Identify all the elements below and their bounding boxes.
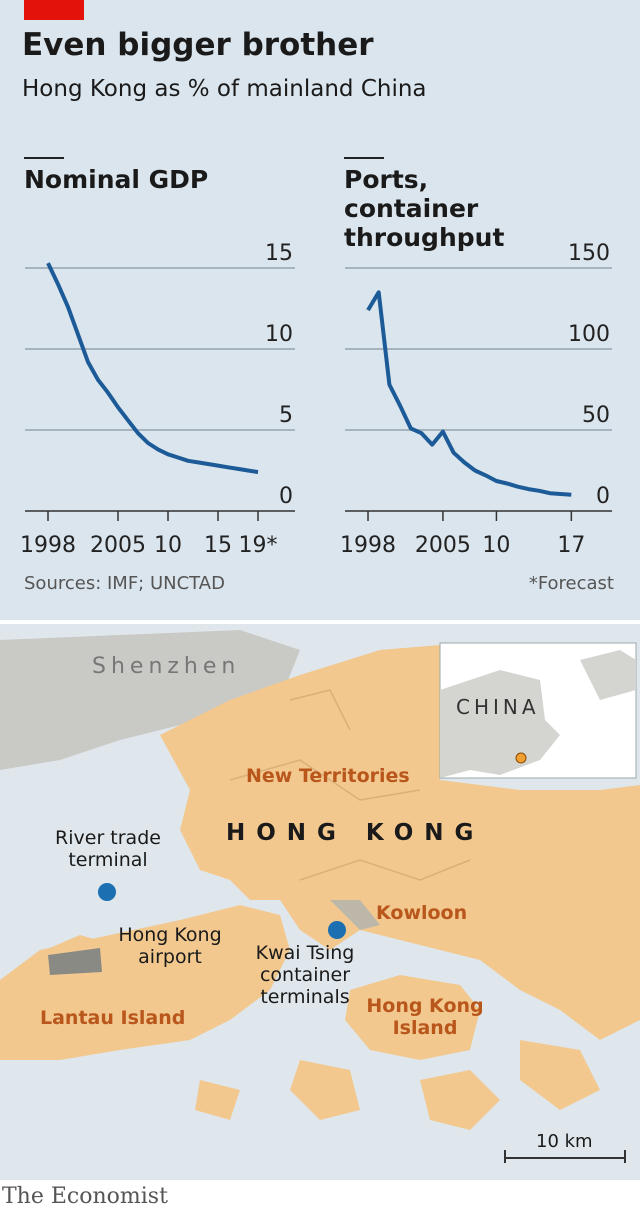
map [0, 624, 640, 1180]
y-tick-label: 0 [279, 484, 293, 509]
x-tick-label: 1998 [20, 533, 76, 558]
brand: The Economist [2, 1184, 168, 1209]
x-tick-label: 10 [482, 533, 510, 558]
map-label: Shenzhen [92, 654, 241, 679]
y-tick-label: 5 [279, 403, 293, 428]
x-tick-label: 1998 [340, 533, 396, 558]
source: Sources: IMF; UNCTAD [24, 573, 225, 594]
map-label: River trade terminal [55, 827, 161, 871]
line [46, 262, 259, 475]
y-tick-label: 15 [265, 241, 293, 266]
y-tick-label: 100 [568, 322, 610, 347]
x-tick-label: 10 [154, 533, 182, 558]
chart-title: Nominal GDP [24, 165, 209, 194]
line [366, 290, 572, 497]
map-label: New Territories [246, 765, 410, 787]
subtitle: Hong Kong as % of mainland China [22, 76, 427, 102]
map-label: Kwai Tsing container terminals [255, 942, 355, 1008]
x-tick-label: 2005 [415, 533, 471, 558]
map-label: CHINA [456, 695, 540, 719]
map-label: Hong Kong Island [366, 995, 484, 1039]
panel [0, 0, 640, 620]
y-tick-label: 50 [582, 403, 610, 428]
map-label: HONG KONG [226, 820, 485, 846]
red-tag [24, 0, 84, 20]
x-tick-label: 17 [557, 533, 585, 558]
x-tick-label: 19* [239, 533, 278, 558]
x-tick-label: 15 [204, 533, 232, 558]
map-label: Hong Kong airport [118, 924, 222, 968]
note: *Forecast [528, 573, 614, 594]
x-tick-label: 2005 [90, 533, 146, 558]
map-label: Lantau Island [40, 1007, 186, 1029]
map-label: Kowloon [376, 902, 468, 924]
y-tick-label: 10 [265, 322, 293, 347]
title: Even bigger brother [22, 27, 374, 63]
chart-title: Ports, container throughput [344, 165, 505, 252]
y-tick-label: 150 [568, 241, 610, 266]
y-tick-label: 0 [596, 484, 610, 509]
scale-label: 10 km [536, 1131, 593, 1152]
